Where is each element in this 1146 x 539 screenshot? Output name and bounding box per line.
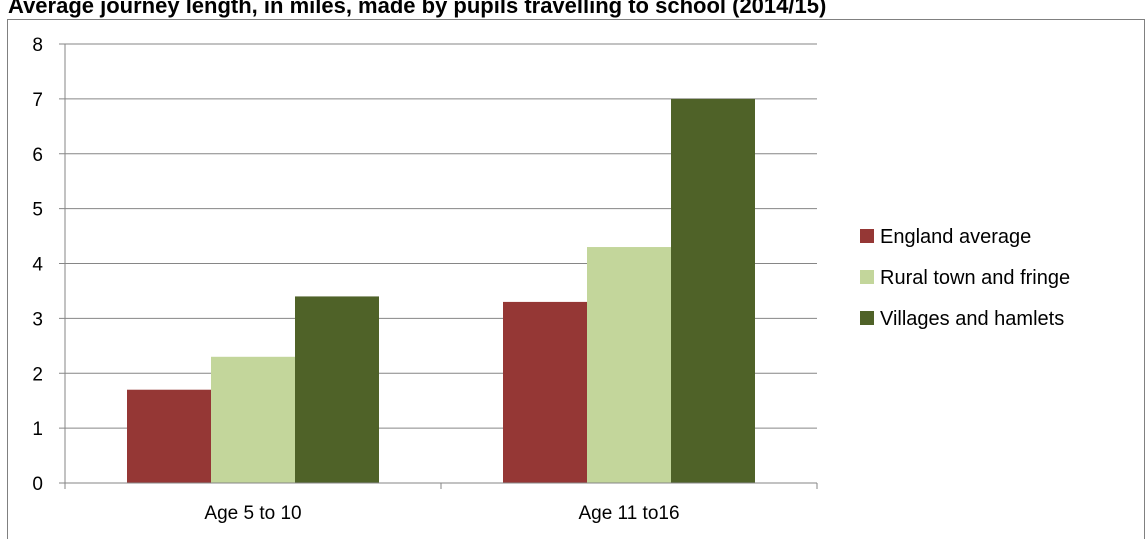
legend-swatch (860, 311, 874, 325)
legend: England average Rural town and fringe Vill… (860, 226, 1070, 330)
bar (127, 389, 211, 483)
y-tick-label: 1 (32, 419, 43, 440)
legend-swatch (860, 229, 874, 243)
x-tick-label: Age 5 to 10 (204, 503, 301, 524)
bar (211, 356, 295, 483)
y-tick-label: 3 (32, 309, 43, 330)
y-tick-label: 6 (32, 145, 43, 166)
bar (503, 301, 587, 483)
y-tick-label: 5 (32, 200, 43, 221)
legend-swatch (860, 270, 874, 284)
chart-frame (7, 19, 1145, 539)
bar (587, 247, 671, 483)
x-tick-label: Age 11 to16 (578, 503, 679, 524)
bar (295, 296, 379, 483)
y-tick-label: 0 (32, 474, 43, 495)
y-tick-label: 4 (32, 255, 43, 276)
legend-label: Villages and hamlets (880, 308, 1064, 330)
bars (127, 98, 755, 483)
y-tick-label: 8 (32, 35, 43, 56)
axes: 0 1 2 3 4 5 6 7 8 Age 5 to 10 Age 11 to16 (32, 35, 818, 524)
y-tick-label: 7 (32, 90, 43, 111)
legend-label: England average (880, 226, 1031, 248)
bar (671, 98, 755, 483)
chart-title: Average journey length, in miles, made b… (8, 0, 827, 18)
y-tick-label: 2 (32, 364, 43, 385)
legend-label: Rural town and fringe (880, 267, 1070, 289)
